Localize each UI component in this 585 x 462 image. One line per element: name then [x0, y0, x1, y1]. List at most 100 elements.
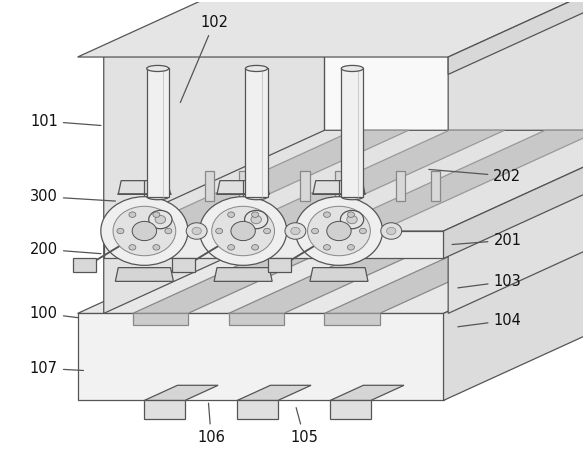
- Circle shape: [216, 228, 223, 234]
- Polygon shape: [133, 313, 188, 325]
- Circle shape: [101, 197, 188, 265]
- Text: 300: 300: [30, 189, 115, 204]
- Circle shape: [251, 215, 261, 224]
- Circle shape: [117, 228, 124, 234]
- Polygon shape: [78, 313, 443, 401]
- Polygon shape: [448, 0, 585, 74]
- Polygon shape: [246, 68, 267, 197]
- Polygon shape: [298, 0, 585, 213]
- Polygon shape: [172, 258, 195, 272]
- Circle shape: [231, 221, 255, 241]
- Text: 106: 106: [197, 403, 225, 444]
- Text: 202: 202: [429, 169, 521, 183]
- Polygon shape: [448, 0, 585, 313]
- Polygon shape: [104, 0, 325, 313]
- Polygon shape: [104, 231, 443, 258]
- Circle shape: [186, 223, 207, 239]
- Polygon shape: [133, 213, 409, 313]
- Ellipse shape: [246, 66, 267, 72]
- Circle shape: [192, 227, 201, 235]
- Polygon shape: [298, 0, 325, 213]
- Polygon shape: [325, 130, 585, 231]
- Circle shape: [327, 221, 351, 241]
- Polygon shape: [73, 258, 97, 272]
- Polygon shape: [118, 181, 170, 195]
- Polygon shape: [144, 401, 185, 419]
- Polygon shape: [147, 68, 169, 197]
- Circle shape: [340, 210, 364, 229]
- Circle shape: [381, 223, 402, 239]
- Polygon shape: [133, 130, 409, 231]
- Circle shape: [113, 206, 176, 256]
- Text: 104: 104: [458, 313, 521, 328]
- Polygon shape: [229, 130, 504, 231]
- Polygon shape: [325, 213, 585, 313]
- Polygon shape: [238, 401, 278, 419]
- Circle shape: [324, 244, 331, 250]
- Text: 107: 107: [30, 361, 84, 376]
- Text: 201: 201: [452, 233, 521, 248]
- Polygon shape: [268, 258, 291, 272]
- Circle shape: [199, 197, 287, 265]
- Polygon shape: [205, 171, 214, 201]
- Circle shape: [347, 215, 357, 224]
- Polygon shape: [239, 171, 249, 201]
- Polygon shape: [217, 181, 269, 195]
- Circle shape: [245, 210, 268, 229]
- Polygon shape: [443, 213, 585, 401]
- Polygon shape: [238, 385, 311, 401]
- Text: 100: 100: [30, 306, 78, 321]
- Polygon shape: [443, 130, 585, 258]
- Ellipse shape: [147, 194, 169, 200]
- Polygon shape: [341, 68, 363, 197]
- Circle shape: [264, 228, 271, 234]
- Circle shape: [129, 212, 136, 218]
- Circle shape: [252, 244, 259, 250]
- Ellipse shape: [341, 194, 363, 200]
- Polygon shape: [431, 171, 441, 201]
- Circle shape: [153, 244, 160, 250]
- Circle shape: [155, 215, 166, 224]
- Circle shape: [228, 244, 235, 250]
- Circle shape: [132, 221, 157, 241]
- Polygon shape: [115, 267, 173, 281]
- Polygon shape: [310, 267, 368, 281]
- Circle shape: [295, 197, 383, 265]
- Polygon shape: [331, 385, 404, 401]
- Circle shape: [359, 228, 366, 234]
- Circle shape: [285, 223, 306, 239]
- Text: 102: 102: [180, 15, 228, 103]
- Polygon shape: [229, 213, 504, 313]
- Polygon shape: [313, 181, 365, 195]
- Text: 105: 105: [290, 407, 318, 444]
- Polygon shape: [331, 401, 371, 419]
- Polygon shape: [78, 213, 585, 313]
- Circle shape: [153, 212, 160, 218]
- Polygon shape: [335, 171, 345, 201]
- Text: 200: 200: [30, 242, 101, 257]
- Circle shape: [312, 228, 318, 234]
- Ellipse shape: [147, 66, 169, 72]
- Polygon shape: [325, 313, 380, 325]
- Ellipse shape: [246, 194, 267, 200]
- Circle shape: [291, 227, 300, 235]
- Text: 101: 101: [30, 114, 101, 128]
- Polygon shape: [300, 171, 309, 201]
- Ellipse shape: [341, 66, 363, 72]
- Circle shape: [347, 244, 355, 250]
- Polygon shape: [104, 130, 585, 231]
- Circle shape: [387, 227, 396, 235]
- Circle shape: [252, 212, 259, 218]
- Circle shape: [228, 212, 235, 218]
- Circle shape: [347, 212, 355, 218]
- Circle shape: [129, 244, 136, 250]
- Circle shape: [324, 212, 331, 218]
- Circle shape: [165, 228, 172, 234]
- Circle shape: [308, 206, 370, 256]
- Polygon shape: [214, 267, 272, 281]
- Polygon shape: [396, 171, 405, 201]
- Circle shape: [212, 206, 274, 256]
- Polygon shape: [78, 0, 585, 57]
- Polygon shape: [144, 385, 218, 401]
- Polygon shape: [229, 313, 284, 325]
